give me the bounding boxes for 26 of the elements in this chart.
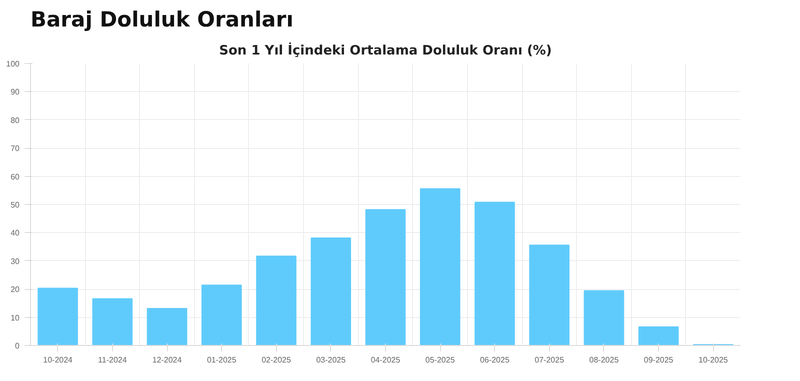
y-tick-label: 70 (10, 144, 20, 154)
x-tick-label: 09-2025 (644, 356, 674, 364)
x-tick-label: 02-2025 (262, 356, 292, 364)
y-tick-label: 40 (10, 228, 20, 238)
x-tick-label: 07-2025 (534, 356, 565, 364)
x-tick-label: 03-2025 (316, 356, 346, 364)
y-tick-label: 10 (10, 313, 20, 322)
y-tick-label: 0 (15, 342, 20, 350)
x-tick-label: 04-2025 (370, 356, 401, 364)
x-tick-label: 10-2024 (43, 356, 74, 364)
y-tick-label: 30 (10, 256, 20, 266)
y-tick-label: 100 (6, 60, 20, 68)
x-tick-label: 10-2025 (698, 356, 728, 364)
chart-title: Baraj Doluluk Oranları (30, 8, 294, 32)
x-tick-label: 11-2024 (98, 356, 128, 364)
y-tick-label: 80 (10, 116, 20, 125)
chart-subtitle: Son 1 Yıl İçindeki Ortalama Doluluk Oranı (%) (219, 42, 552, 58)
x-tick-label: 08-2025 (589, 356, 620, 364)
x-tick-label: 06-2025 (480, 356, 510, 364)
y-tick-label: 50 (10, 200, 20, 210)
y-tick-label: 60 (10, 172, 20, 182)
y-tick-label: 20 (10, 285, 20, 294)
x-tick-label: 12-2024 (152, 356, 182, 364)
x-tick-label: 01-2025 (206, 356, 237, 364)
x-tick-label: 05-2025 (425, 356, 456, 364)
y-tick-label: 90 (10, 88, 20, 97)
